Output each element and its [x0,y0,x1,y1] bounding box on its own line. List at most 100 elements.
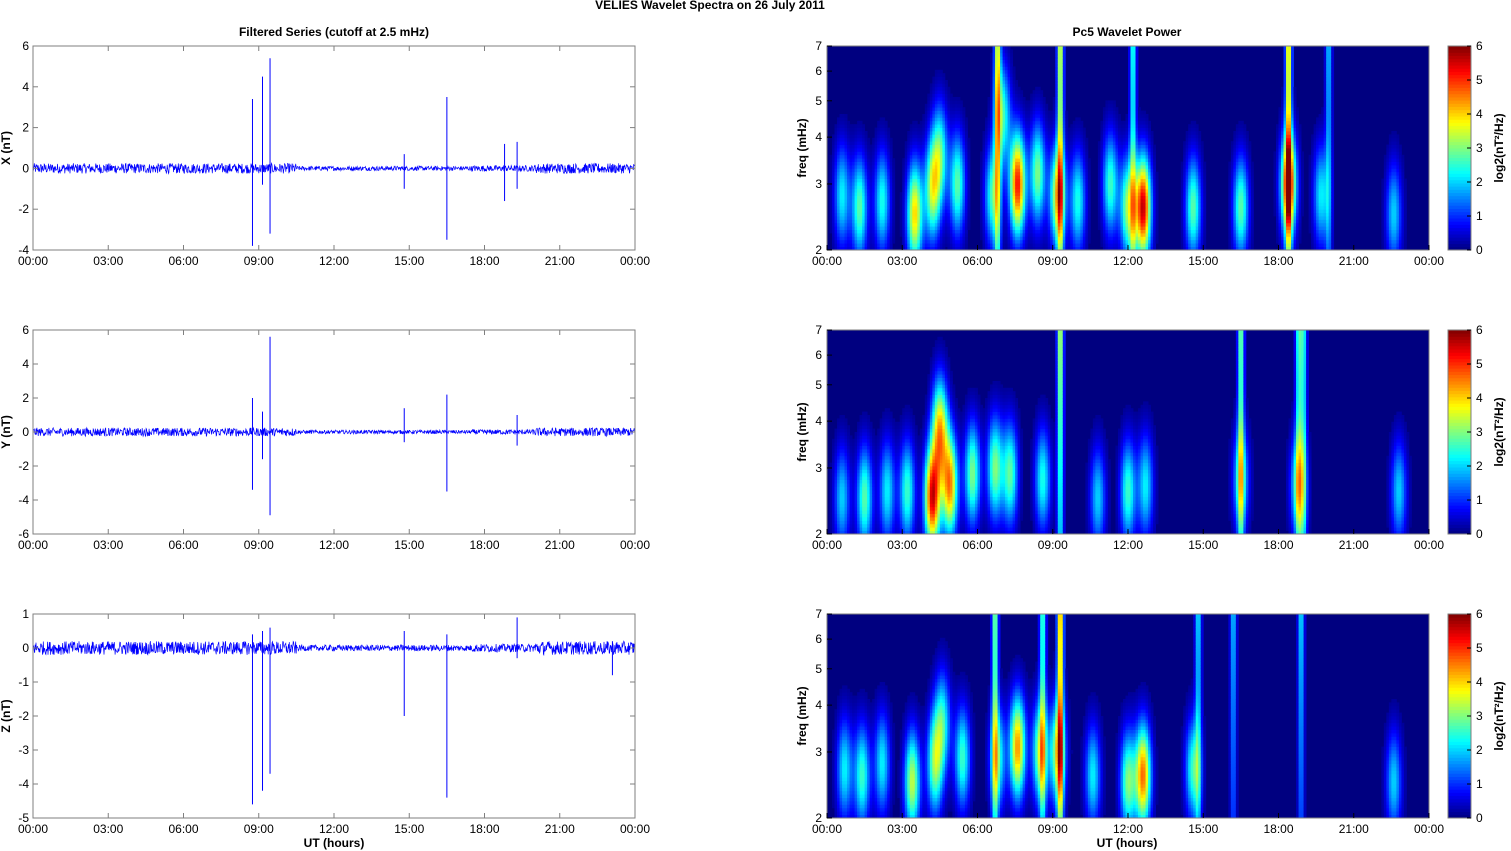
x-tick-label: 00:00 [1414,822,1444,836]
series-trace [32,162,635,175]
x-tick-label: 00:00 [620,538,650,552]
x-tick-label: 03:00 [887,822,917,836]
x-tick-label: 12:00 [319,822,349,836]
x-tick-label: 12:00 [1113,822,1143,836]
y-tick-label: -6 [18,527,29,541]
y-tick-label: 0 [22,641,29,655]
y-tick-label: 0 [22,161,29,175]
freq-tick-label: 3 [815,745,822,759]
freq-tick-label: 4 [815,130,822,144]
wavelet-heatmap [832,614,1407,819]
freq-tick-label: 2 [815,811,822,825]
x-tick-label: 21:00 [545,538,575,552]
series-panel-3: 10-1-2-3-4-500:00 03:00 06:00 09:00 12:00 15:… [0,607,650,836]
x-tick-label: 09:00 [1038,538,1068,552]
x-tick-label: 09:00 [1038,822,1068,836]
colorbar-tick-label: 4 [1476,675,1483,689]
x-tick-label: 12:00 [319,538,349,552]
x-tick-label: 00:00 [812,254,842,268]
x-tick-label: 00:00 [620,254,650,268]
x-tick-label: 06:00 [168,538,198,552]
series-trace [32,640,636,657]
wavelet-heatmap [829,46,1407,251]
x-tick-label: 09:00 [244,254,274,268]
x-tick-label: 06:00 [962,822,992,836]
y-tick-label: -4 [18,777,29,791]
freq-tick-label: 6 [815,64,822,78]
x-tick-label: 15:00 [1188,538,1218,552]
x-tick-label: 09:00 [1038,254,1068,268]
freq-tick-label: 5 [815,94,822,108]
y-tick-label: -2 [18,459,29,473]
x-tick-label: 06:00 [168,822,198,836]
y-tick-label: 6 [22,323,29,337]
x-tick-label: 21:00 [545,822,575,836]
y-tick-label: -3 [18,743,29,757]
x-tick-label: 06:00 [962,254,992,268]
x-axis-label-left: UT (hours) [304,836,365,850]
right-column-title: Pc5 Wavelet Power [1073,25,1182,39]
x-tick-label: 18:00 [1263,822,1293,836]
colorbar-tick-label: 5 [1476,357,1483,371]
colorbar-tick-label: 6 [1476,323,1483,337]
y-tick-label: 2 [22,391,29,405]
x-tick-label: 03:00 [887,538,917,552]
x-tick-label: 18:00 [469,822,499,836]
x-tick-label: 21:00 [1339,538,1369,552]
x-tick-label: 03:00 [887,254,917,268]
y-tick-label: -4 [18,493,29,507]
series-trace [32,426,636,438]
freq-tick-label: 7 [815,607,822,621]
x-tick-label: 15:00 [394,538,424,552]
colorbar-label: log2(nT²/Hz) [1492,397,1506,466]
freq-tick-label: 2 [815,527,822,541]
colorbar-tick-label: 0 [1476,527,1483,541]
x-tick-label: 21:00 [545,254,575,268]
colorbar-tick-label: 1 [1476,493,1483,507]
figure-suptitle: VELIES Wavelet Spectra on 26 July 2011 [595,0,825,12]
colorbar-label: log2(nT²/Hz) [1492,113,1506,182]
x-tick-label: 12:00 [1113,538,1143,552]
y-axis-label: Y (nT) [0,415,13,449]
colorbar-tick-label: 4 [1476,391,1483,405]
freq-tick-label: 7 [815,323,822,337]
x-tick-label: 00:00 [812,822,842,836]
series-axes-frame [32,45,636,251]
freq-axis-label: freq (mHz) [795,402,809,461]
freq-axis-label: freq (mHz) [795,686,809,745]
x-tick-label: 06:00 [962,538,992,552]
colorbar-tick-label: 2 [1476,175,1483,189]
colorbar-tick-label: 4 [1476,107,1483,121]
wavelet-heatmap [829,330,1412,535]
x-tick-label: 12:00 [319,254,349,268]
x-tick-label: 18:00 [469,538,499,552]
colorbar-tick-label: 1 [1476,209,1483,223]
freq-tick-label: 3 [815,177,822,191]
y-tick-label: 1 [22,607,29,621]
freq-tick-label: 2 [815,243,822,257]
x-tick-label: 00:00 [18,254,48,268]
x-tick-label: 09:00 [244,822,274,836]
freq-axis-label: freq (mHz) [795,118,809,177]
colorbar: 6 5 4 3 2 1 0 log2(nT²/Hz) [1447,607,1506,825]
y-tick-label: -1 [18,675,29,689]
colorbar-tick-label: 5 [1476,641,1483,655]
x-tick-label: 12:00 [1113,254,1143,268]
series-axes-frame [32,613,636,819]
colorbar-tick-label: 3 [1476,709,1483,723]
x-tick-label: 00:00 [1414,538,1444,552]
colorbar-tick-label: 0 [1476,811,1483,825]
x-tick-label: 18:00 [1263,538,1293,552]
x-tick-label: 00:00 [18,822,48,836]
freq-tick-label: 4 [815,698,822,712]
x-tick-label: 06:00 [168,254,198,268]
x-tick-label: 03:00 [93,254,123,268]
x-tick-label: 18:00 [469,254,499,268]
colorbar-tick-label: 2 [1476,459,1483,473]
freq-tick-label: 7 [815,39,822,53]
freq-tick-label: 6 [815,348,822,362]
freq-tick-label: 6 [815,632,822,646]
colorbar-tick-label: 6 [1476,39,1483,53]
colorbar-tick-label: 1 [1476,777,1483,791]
